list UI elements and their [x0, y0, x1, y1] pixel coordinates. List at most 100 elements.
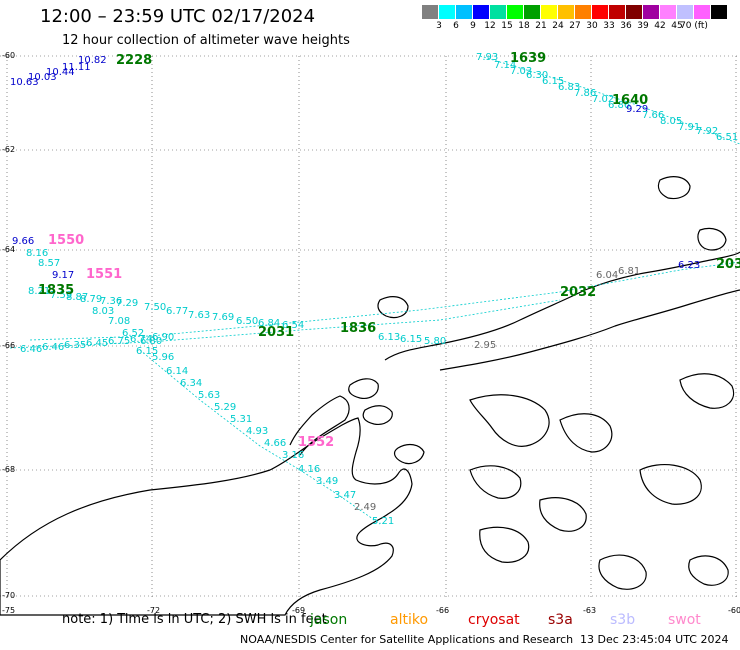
track-line	[29, 261, 740, 341]
color-scale-swatch	[439, 5, 456, 19]
lat-label: -70	[2, 591, 15, 600]
wave-height-value: 7.36	[100, 296, 122, 307]
wave-height-value: 6.75	[108, 336, 130, 347]
wave-height-value: 7.29	[116, 298, 138, 309]
wave-height-value: 5.21	[372, 516, 394, 527]
wave-height-value: 6.45	[86, 338, 108, 349]
satellite-legend-entry: swot	[668, 612, 701, 628]
wave-height-value: 11.11	[62, 62, 91, 73]
coastline-east-4	[539, 497, 587, 532]
wave-height-value: 6.46	[20, 344, 42, 355]
coastline-east-1	[469, 394, 550, 447]
page-title: 12:00 – 23:59 UTC 02/17/2024	[40, 6, 316, 27]
wave-height-value: 9.29	[626, 104, 648, 115]
wave-height-value: 7.14	[494, 60, 516, 71]
color-scale-swatch	[422, 5, 439, 19]
footer-credit: NOAA/NESDIS Center for Satellite Applica…	[240, 633, 574, 646]
color-scale-label: 70 (ft)	[680, 21, 708, 31]
wave-height-value: 8.87	[66, 292, 88, 303]
wave-height-value: 6.15	[542, 76, 564, 87]
satellite-legend-entry: jason	[310, 612, 348, 628]
pass-time-label: 1550	[48, 233, 84, 248]
color-scale-label: 33	[603, 21, 615, 31]
wave-height-value: 6.15	[136, 346, 158, 357]
color-scale-label: 30	[586, 21, 598, 31]
color-scale-label: 6	[453, 21, 459, 31]
pass-time-label: 1836	[340, 321, 376, 336]
wave-height-value: 7.08	[108, 316, 130, 327]
coastline-peninsula-south	[439, 289, 740, 371]
coastline-east-7	[479, 526, 530, 563]
color-scale-swatch	[541, 5, 558, 19]
map-labels: -60 -62 -64 -66 -68 -70 -75 -72 -69 -66 -63 -60 10.6…	[2, 51, 740, 615]
wave-height-value: 4.16	[298, 464, 320, 475]
color-scale-label: 21	[535, 21, 547, 31]
altimeter-tracks	[9, 55, 740, 525]
wave-height-value: 4.66	[264, 438, 286, 449]
wave-height-value: 6.54	[282, 320, 304, 331]
satellite-legend-entry: altiko	[390, 612, 429, 628]
wave-height-value: 7.93	[476, 52, 498, 63]
wave-height-value: 6.77	[166, 306, 188, 317]
map-grid	[0, 55, 740, 600]
wave-height-value: 2.49	[354, 502, 376, 513]
lon-label: -60	[728, 606, 740, 615]
coastline-peninsula	[384, 251, 740, 361]
wave-height-value: 6.90	[152, 332, 174, 343]
coastline-east-9	[697, 227, 727, 251]
coastline-east-5	[598, 554, 647, 590]
wave-height-value: 6.15	[400, 334, 422, 345]
wave-height-value: 6.14	[166, 366, 188, 377]
wave-height-value: 5.31	[230, 414, 252, 425]
wave-height-value: 6.46	[42, 342, 64, 353]
wave-height-value: 6.81	[618, 266, 640, 277]
coastline-east-3	[469, 465, 522, 499]
lat-label: -60	[2, 51, 15, 60]
wave-height-value: 7.69	[212, 312, 234, 323]
wave-height-value: 7.50	[144, 302, 166, 313]
wave-height-value: 7.03	[510, 66, 532, 77]
wave-height-value: 7.86	[574, 88, 596, 99]
coastline-east-2	[559, 413, 613, 453]
color-scale-swatch	[592, 5, 609, 19]
wave-height-value: 9.66	[12, 236, 34, 247]
color-scale-swatch	[643, 5, 660, 19]
wave-height-value: 10.03	[28, 72, 57, 83]
wave-height-value: 8.03	[92, 306, 114, 317]
color-scale-label: 15	[501, 21, 513, 31]
satellite-legend-entry: s3a	[548, 612, 573, 628]
satellite-legend-entry: s3b	[610, 612, 636, 628]
color-scale-bar	[422, 5, 728, 19]
color-scale-swatch	[626, 5, 643, 19]
wave-height-value: 7.66	[642, 110, 664, 121]
color-scale-swatch	[490, 5, 507, 19]
wave-height-value: 7.63	[188, 310, 210, 321]
wave-height-value: 5.96	[152, 352, 174, 363]
wave-height-value: 6.30	[526, 70, 548, 81]
pass-time-label: 1639	[510, 51, 546, 66]
wave-height-value: 3.49	[316, 476, 338, 487]
wave-height-value: 6.13	[378, 332, 400, 343]
wave-height-value: 9.17	[52, 270, 74, 281]
wave-height-value: 8.57	[38, 258, 60, 269]
wave-height-value: 6.83	[558, 82, 580, 93]
wave-height-value: 6.74	[130, 334, 152, 345]
page-subtitle: 12 hour collection of altimeter wave hei…	[62, 33, 350, 48]
coastline-inlet	[289, 395, 350, 456]
lon-label: -66	[436, 606, 449, 615]
track-line	[479, 55, 740, 145]
color-scale-swatch	[558, 5, 575, 19]
color-scale-label: 45	[671, 21, 683, 31]
coastline-east-10	[679, 373, 735, 409]
wave-height-value: 6.23	[678, 260, 700, 271]
wave-height-value: 6.04	[596, 270, 618, 281]
footer-note: note: 1) Time is in UTC; 2) SWH is in fe…	[62, 612, 327, 627]
coastline-island-1	[348, 378, 379, 399]
wave-height-value: 3.47	[334, 490, 356, 501]
color-scale-swatch	[609, 5, 626, 19]
pass-time-label: 2032	[560, 285, 596, 300]
wave-height-value: 7.92	[696, 126, 718, 137]
wave-height-value: 2.95	[474, 340, 496, 351]
lon-label: -63	[583, 606, 596, 615]
wave-height-value: 4.93	[246, 426, 268, 437]
